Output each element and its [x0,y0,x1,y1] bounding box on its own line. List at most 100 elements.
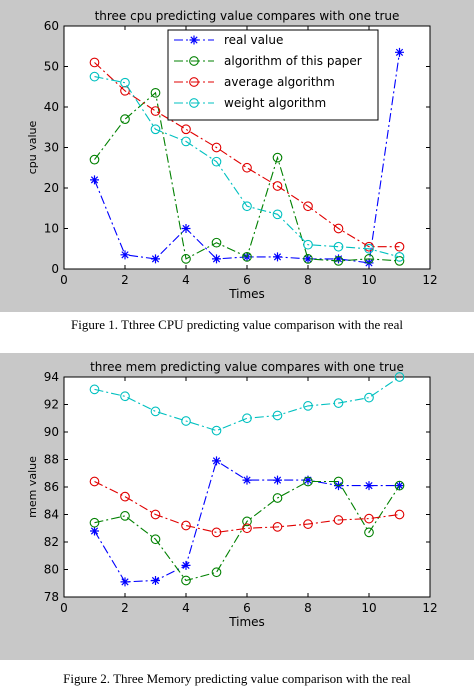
mem-series-0-point [120,577,130,587]
cpu-series-1-point [150,87,161,98]
cpu-series-1-point [211,237,222,248]
mem-x-tick-label: 8 [304,601,312,615]
mem-series-3-line [94,376,400,432]
cpu-series-1-point [89,154,100,165]
cpu-legend-marker [189,56,199,66]
cpu-legend-box [167,29,379,121]
mem-y-tick-label: 84 [44,508,59,522]
mem-x-tick-label: 6 [243,601,251,615]
cpu-series-2-point [272,181,283,191]
cpu-x-tick-label: 10 [361,273,376,287]
cpu-series-1-point [303,254,313,264]
cpu-series-1-point [333,256,344,266]
cpu-series-2-point [394,241,405,252]
cpu-series-2-point [333,223,344,234]
cpu-legend-label: real value [224,33,283,47]
cpu-series-3-point [181,136,191,147]
cpu-series-1-line [94,91,400,262]
mem-y-tick-label: 88 [44,453,59,467]
cpu-y-tick-label: 30 [44,141,59,155]
mem-series-3-point [394,372,405,382]
mem-series-2-point [181,520,191,531]
cpu-title: three cpu predicting value compares with… [95,9,400,23]
mem-x-tick-label: 12 [422,601,437,615]
figure-1-panel: three cpu predicting value compares with… [0,0,474,312]
mem-x-tick-label: 0 [60,601,68,615]
cpu-series-0-point [212,254,221,264]
mem-series-0-point [181,560,191,570]
mem-y-tick-label: 82 [44,535,59,549]
mem-y-tick-label: 94 [44,370,59,384]
mem-series-1-point [333,476,344,487]
mem-y-tick-label: 80 [44,563,59,577]
cpu-series-3-point [120,77,130,88]
mem-series-0-point [151,576,160,585]
mem-series-3-point [181,416,191,426]
mem-series-1-point [272,493,283,503]
cpu-legend-label: average algorithm [224,75,335,89]
cpu-series-2-point [150,106,161,116]
mem-y-tick-label: 92 [44,398,59,412]
mem-series-1-point [364,527,374,538]
cpu-series-3-point [303,239,313,250]
cpu-series-3-line [94,76,400,258]
mem-x-tick-label: 4 [182,601,190,615]
mem-series-3-point [333,398,344,408]
figure-1-caption: Figure 1. Tthree CPU predicting value co… [71,317,403,332]
cpu-series-0-point [303,254,313,264]
mem-series-0-point [90,526,99,536]
cpu-x-axis-label: Times [228,287,265,301]
mem-series-0-point [364,481,374,491]
cpu-legend-marker [189,98,199,108]
mem-series-1-point [181,575,191,586]
mem-series-3-point [120,391,130,402]
mem-x-tick-label: 10 [361,601,376,615]
mem-y-axis-label: mem value [26,456,39,518]
cpu-x-tick-label: 0 [60,273,68,287]
mem-series-1-point [150,534,161,545]
cpu-series-2-point [211,142,222,153]
cpu-series-0-point [90,175,99,185]
mem-y-tick-label: 86 [44,480,59,494]
cpu-y-tick-label: 40 [44,100,59,114]
mem-series-1-point [242,516,252,527]
cpu-x-tick-label: 12 [422,273,437,287]
cpu-series-3-point [211,156,222,167]
mem-series-2-point [242,523,252,534]
mem-series-2-point [364,513,374,524]
cpu-y-axis-label: cpu value [26,120,39,174]
cpu-series-3-point [394,252,405,262]
cpu-series-2-point [242,162,252,173]
cpu-x-tick-label: 8 [304,273,312,287]
mem-series-3-point [150,406,161,417]
cpu-legend-label: weight algorithm [224,96,326,110]
mem-series-2-point [333,515,344,525]
cpu-x-tick-label: 6 [243,273,251,287]
cpu-series-1-point [242,252,252,262]
cpu-series-0-point [273,252,282,262]
cpu-y-tick-label: 0 [51,262,59,276]
cpu-legend-marker [189,35,199,45]
mem-series-0-point [273,475,282,485]
mem-x-tick-label: 2 [121,601,129,615]
cpu-legend: real value algorithm of this paper average… [167,29,379,121]
mem-series-2-point [89,476,100,487]
mem-series-3-point [364,392,374,403]
mem-series-1-line [94,480,400,582]
mem-x-axis-label: Times [228,615,265,629]
mem-series-3-point [303,401,313,411]
cpu-legend-marker [189,77,199,87]
mem-series-1-point [394,480,405,491]
cpu-y-tick-label: 50 [44,60,59,74]
mem-series-2-point [120,491,130,502]
mem-series-1-point [211,567,222,578]
cpu-series-3-point [150,124,161,135]
cpu-y-tick-label: 60 [44,19,59,33]
cpu-series-2-point [303,201,313,212]
mem-series-3-point [242,413,252,424]
cpu-x-tick-label: 4 [182,273,190,287]
mem-series-2-point [303,519,313,529]
mem-series-3-point [211,425,222,436]
cpu-series-1-point [364,254,374,264]
mem-title: three mem predicting value compares with… [90,360,404,374]
